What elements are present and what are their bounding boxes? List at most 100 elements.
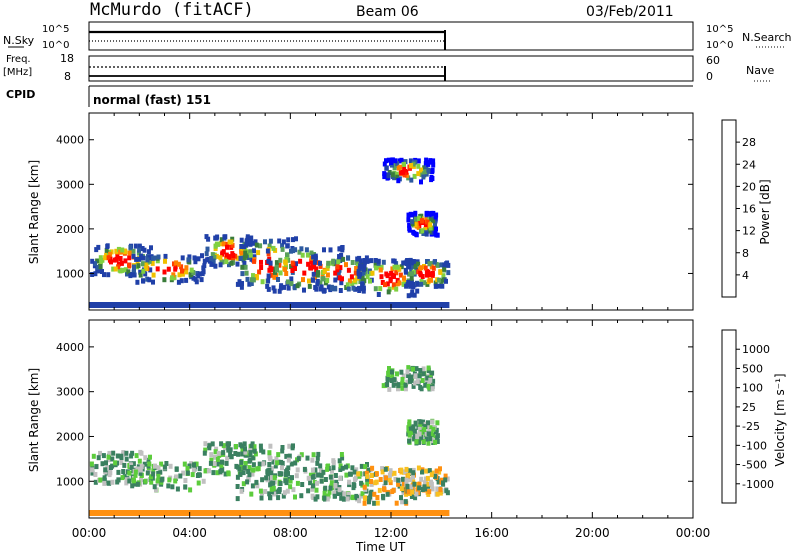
cpid-value: normal (fast) 151 (93, 93, 211, 107)
velocity-ground-band-cell (176, 510, 181, 516)
power-cell (312, 264, 317, 270)
velocity-ground-band-cell (240, 510, 244, 516)
velocity-ground-band-cell (378, 510, 383, 516)
power-cell (100, 257, 105, 263)
velocity-cell (431, 438, 435, 444)
velocity-ground-band-cell (433, 510, 438, 516)
power-cell (268, 263, 273, 269)
velocity-cell (275, 460, 280, 466)
velocity-cell (364, 470, 369, 476)
power-colorbar-frame (721, 119, 737, 298)
velocity-panel: 4000 3000 2000 1000 Slant Range [km] 1000 50… (27, 319, 787, 519)
power-cell (404, 283, 409, 289)
power-cell (319, 284, 324, 290)
velocity-cell (207, 445, 212, 451)
power-cell (305, 252, 310, 258)
velocity-cell (216, 450, 221, 456)
power-ground-band-cell (227, 302, 232, 308)
velocity-cell (251, 467, 256, 473)
power-cell (424, 157, 429, 163)
nsky-frame (88, 21, 694, 51)
power-cell (426, 167, 431, 173)
velocity-cell (433, 473, 438, 479)
power-ground-band-cell (167, 302, 172, 308)
velocity-cell (425, 424, 430, 430)
power-cell (408, 281, 413, 287)
power-cell (94, 247, 99, 253)
power-ground-band-cell (345, 302, 350, 308)
power-cell (113, 266, 118, 272)
power-cell (239, 250, 244, 256)
power-cell (358, 258, 363, 264)
velocity-cell (285, 488, 290, 494)
velocity-cell (426, 383, 431, 389)
power-cell (247, 281, 252, 287)
power-cell (402, 278, 407, 284)
power-cell (378, 267, 383, 273)
power-cell (135, 279, 140, 285)
velocity-cell (352, 469, 357, 475)
power-cell (302, 287, 306, 293)
power-cell (362, 266, 367, 272)
power-ground-band-cell (170, 302, 175, 308)
power-cell (197, 271, 202, 277)
power-cell (346, 255, 350, 261)
power-cell (386, 157, 391, 163)
velocity-cell (375, 495, 380, 500)
power-cell (140, 261, 145, 267)
power-cell (151, 272, 156, 278)
power-cell (390, 162, 394, 168)
power-cell (415, 288, 420, 294)
velocity-cell (268, 495, 272, 500)
velocity-cell (421, 366, 426, 372)
velocity-ground-band-cell (282, 510, 287, 516)
power-cell (282, 284, 287, 290)
velocity-cell (159, 461, 164, 467)
velocity-cell (267, 450, 272, 456)
velocity-cell (372, 500, 377, 506)
velocity-cell (170, 484, 175, 490)
velocity-cell (328, 485, 333, 491)
velocity-colorbar-label: Velocity [m s⁻¹] (773, 373, 787, 466)
velocity-cell (418, 419, 423, 425)
power-cell (378, 286, 383, 292)
velocity-cell (168, 463, 173, 469)
velocity-cell (429, 472, 434, 478)
velocity-cell (98, 450, 102, 456)
power-cell (437, 277, 442, 283)
velocity-cell (194, 461, 199, 467)
velocity-cell (430, 370, 435, 376)
velocity-cell (423, 382, 428, 388)
time-tick-label: 08:00 (273, 526, 308, 540)
power-cell (307, 278, 311, 284)
power-cell (407, 227, 412, 233)
velocity-cell (251, 462, 256, 468)
velocity-cell (219, 464, 224, 469)
power-cell (333, 285, 338, 291)
power-cell (202, 263, 207, 269)
power-cell (399, 157, 404, 163)
velocity-cell (407, 438, 412, 444)
velocity-cell (261, 461, 266, 467)
velocity-ground-band-cell (209, 510, 214, 516)
velocity-cell (291, 487, 296, 493)
velocity-cell (124, 480, 129, 486)
velocity-x-ticks (88, 320, 694, 518)
power-ground-band-cell (397, 302, 401, 308)
power-ground-band-cell (122, 302, 127, 308)
power-cell (277, 262, 282, 268)
station-title: McMurdo (fitACF) (90, 0, 254, 20)
velocity-cell (396, 477, 401, 483)
velocity-cell (201, 478, 206, 484)
velocity-ground-band-cell (303, 510, 308, 516)
power-cell (131, 253, 136, 259)
power-ground-band-cell (372, 302, 377, 308)
power-cell (429, 277, 433, 283)
velocity-ground-band-cell (324, 510, 329, 516)
power-cell (401, 169, 406, 175)
power-cell (242, 244, 246, 250)
power-ground-band-cell (418, 302, 423, 308)
velocity-cell (156, 470, 161, 476)
velocity-cell (138, 467, 143, 473)
velocity-cell (418, 422, 423, 428)
